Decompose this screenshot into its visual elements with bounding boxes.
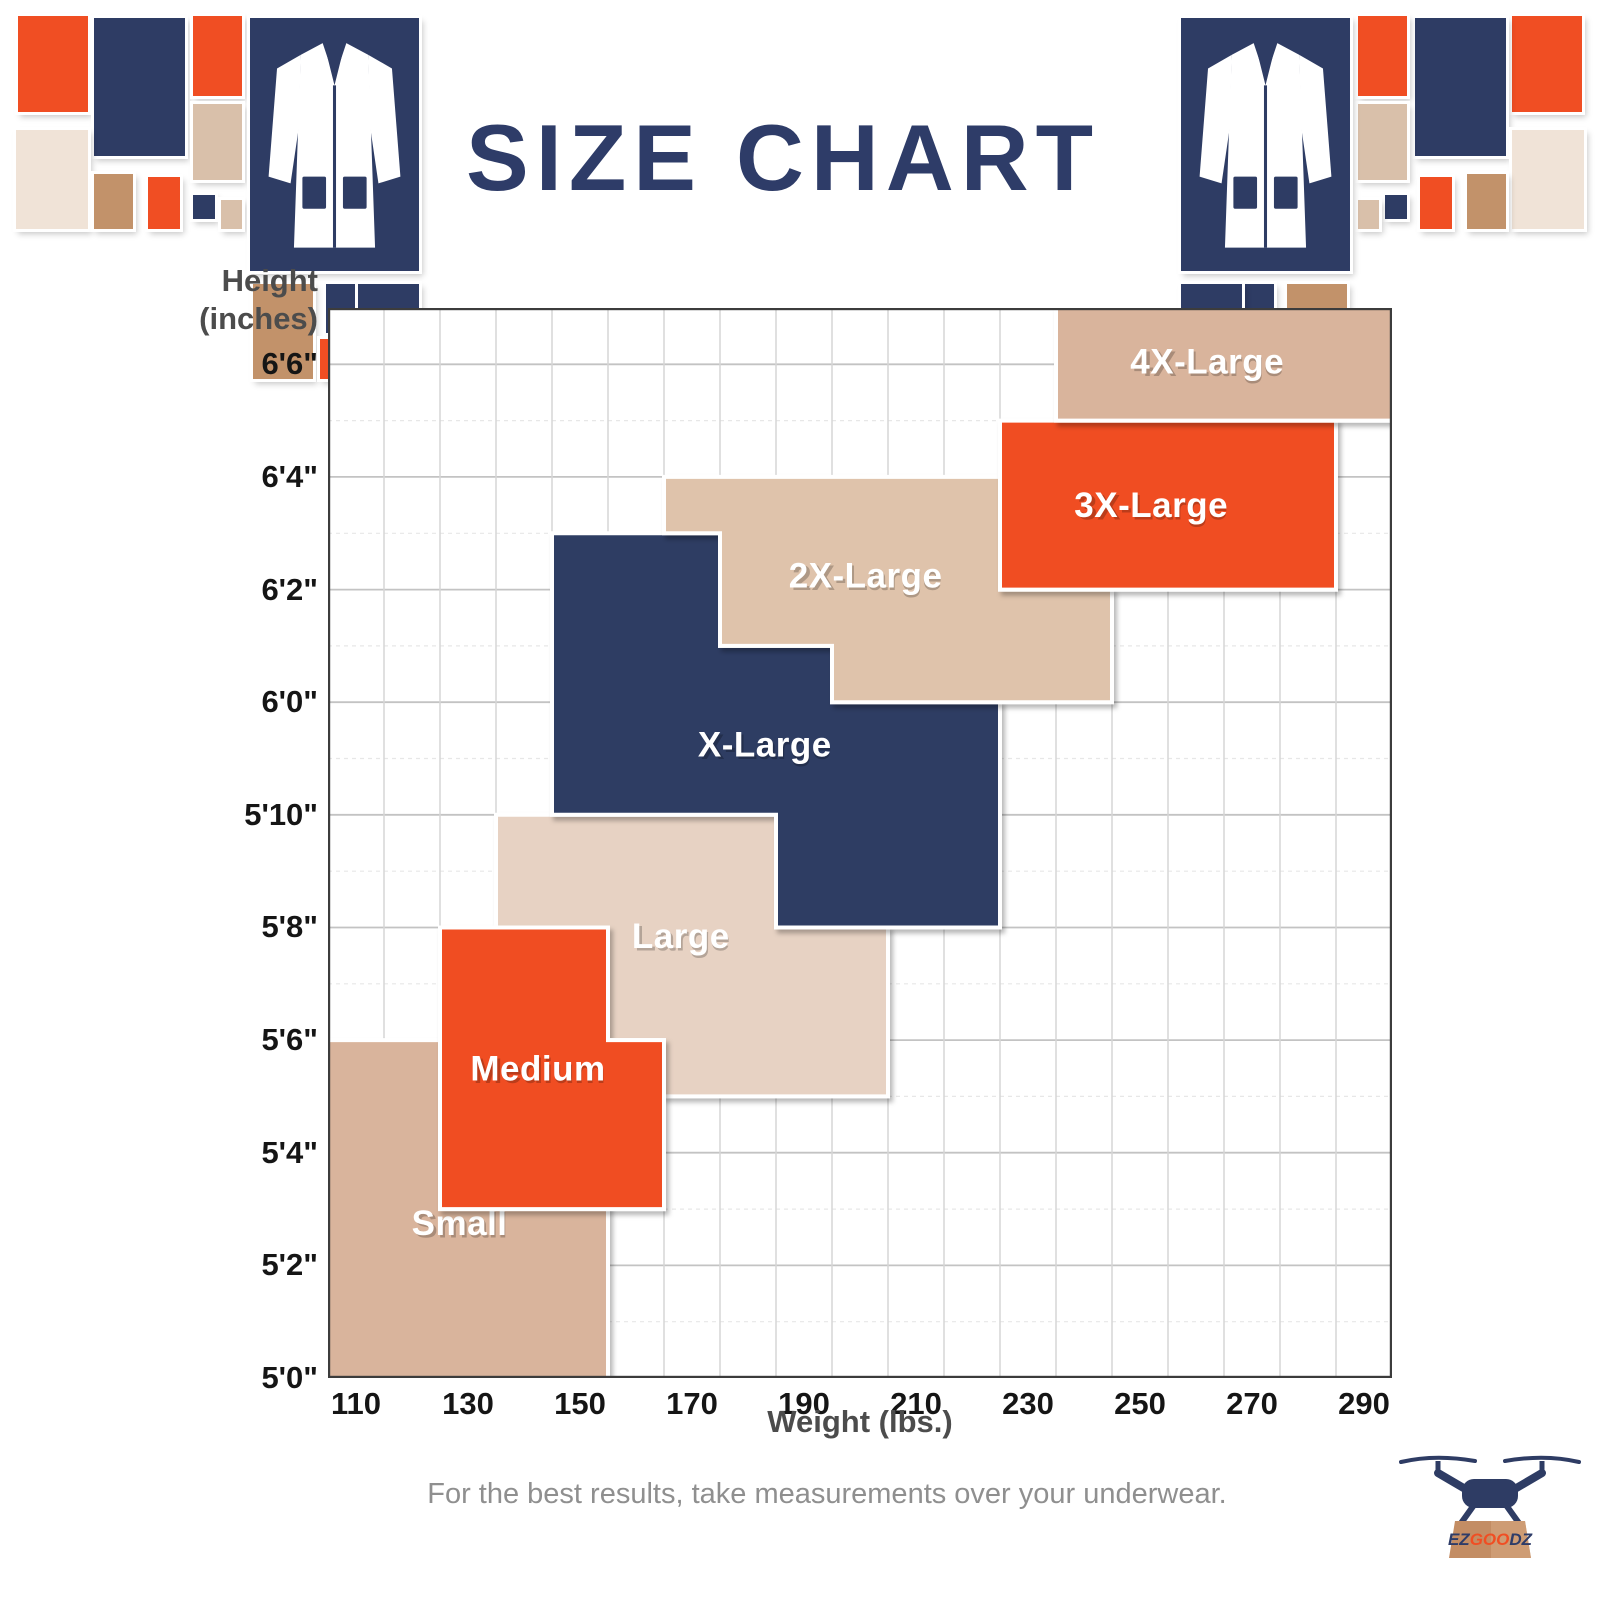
y-tick-label: 6'0" <box>261 684 318 719</box>
y-tick-label: 5'8" <box>261 909 318 944</box>
footer-note: For the best results, take measurements … <box>427 1478 1227 1510</box>
y-axis-title-line2: (inches) <box>199 301 318 336</box>
mosaic-square <box>193 195 215 219</box>
mosaic-square <box>1420 177 1452 229</box>
lab-coat-tile <box>1181 18 1350 271</box>
size-region-label-3x-large: 3X-Large <box>1074 486 1228 525</box>
x-tick-label: 230 <box>1002 1386 1054 1421</box>
size-chart-canvas: SmallSmallLargeLargeMediumMediumX-LargeX… <box>326 306 1394 1380</box>
mosaic-square <box>148 177 180 229</box>
page-title: SIZE CHART <box>466 105 1100 210</box>
mosaic-square <box>1358 16 1407 96</box>
mosaic-square <box>1512 130 1584 229</box>
package-box-icon: EZGOODZ <box>1448 1521 1533 1558</box>
x-tick-label: 210 <box>890 1386 942 1421</box>
size-region-label-shadow: 2X-Large <box>792 559 942 598</box>
size-region-label-2x-large: 2X-Large <box>789 557 943 596</box>
size-region-label-medium: Medium <box>470 1049 605 1088</box>
x-tick-label: 290 <box>1338 1386 1390 1421</box>
mosaic-square <box>221 200 242 229</box>
y-axis-title-line1: Height <box>221 263 318 298</box>
logo-text-goo: GOO <box>1470 1530 1510 1549</box>
y-tick-label: 6'6" <box>261 346 318 381</box>
x-tick-label: 150 <box>554 1386 606 1421</box>
size-region-label-x-large: X-Large <box>698 726 832 765</box>
size-regions: SmallSmallLargeLargeMediumMediumX-LargeX… <box>326 306 1394 1380</box>
size-region-label-shadow: Small <box>414 1207 507 1246</box>
mosaic-square <box>1415 18 1506 156</box>
mosaic-square <box>94 174 133 229</box>
lab-coat-tile <box>250 18 419 271</box>
x-tick-label: 250 <box>1114 1386 1166 1421</box>
x-tick-label: 110 <box>330 1386 381 1421</box>
size-region-label-large: Large <box>632 917 730 956</box>
lab-coat-icon <box>268 43 401 248</box>
size-region-label-shadow: 4X-Large <box>1134 345 1284 384</box>
logo-wordmark: EZGOODZ <box>1448 1530 1533 1549</box>
size-region-medium <box>438 925 666 1212</box>
mosaic-square <box>18 16 88 112</box>
logo-text-dz: DZ <box>1509 1530 1532 1549</box>
y-tick-label: 5'6" <box>261 1022 318 1057</box>
mosaic-square <box>253 284 313 379</box>
logo-text-ez: EZ <box>1448 1530 1470 1549</box>
mosaic-square <box>1358 200 1379 229</box>
size-chart-plot: Small Small Large Large Medium Medium X-Large X… <box>326 306 1394 1383</box>
mosaic-square <box>1385 195 1407 219</box>
mosaic-square <box>16 130 88 229</box>
size-region-label-shadow: X-Large <box>701 728 831 767</box>
y-tick-label: 6'2" <box>261 572 318 607</box>
y-tick-label: 5'4" <box>261 1135 318 1170</box>
lab-coat-icon <box>1199 43 1332 248</box>
mosaic-square <box>193 104 242 180</box>
drone-delivery-logo: EZGOODZ <box>1399 1455 1581 1558</box>
x-tick-label: 130 <box>442 1386 494 1421</box>
drone-icon <box>1399 1455 1581 1529</box>
mosaic-square <box>193 16 242 96</box>
x-tick-label: 190 <box>778 1386 830 1421</box>
x-tick-label: 170 <box>666 1386 718 1421</box>
y-axis-title: Height (inches) <box>118 262 318 338</box>
x-axis-title: Weight (lbs.) <box>767 1404 953 1439</box>
y-tick-label: 6'4" <box>261 459 318 494</box>
plot-border <box>327 307 1393 1379</box>
size-region-label-shadow: Medium <box>473 1052 605 1091</box>
mosaic-square <box>1467 174 1506 229</box>
mosaic-square <box>1358 104 1407 180</box>
y-tick-label: 5'0" <box>261 1360 318 1395</box>
size-region-label-shadow: 3X-Large <box>1078 489 1228 528</box>
mosaic-square <box>1512 16 1582 112</box>
y-tick-label: 5'10" <box>244 797 318 832</box>
size-region-label-4x-large: 4X-Large <box>1130 343 1284 382</box>
size-region-label-shadow: Large <box>635 919 730 958</box>
x-tick-label: 270 <box>1226 1386 1278 1421</box>
mosaic-square <box>94 18 185 156</box>
y-tick-label: 5'2" <box>261 1247 318 1282</box>
